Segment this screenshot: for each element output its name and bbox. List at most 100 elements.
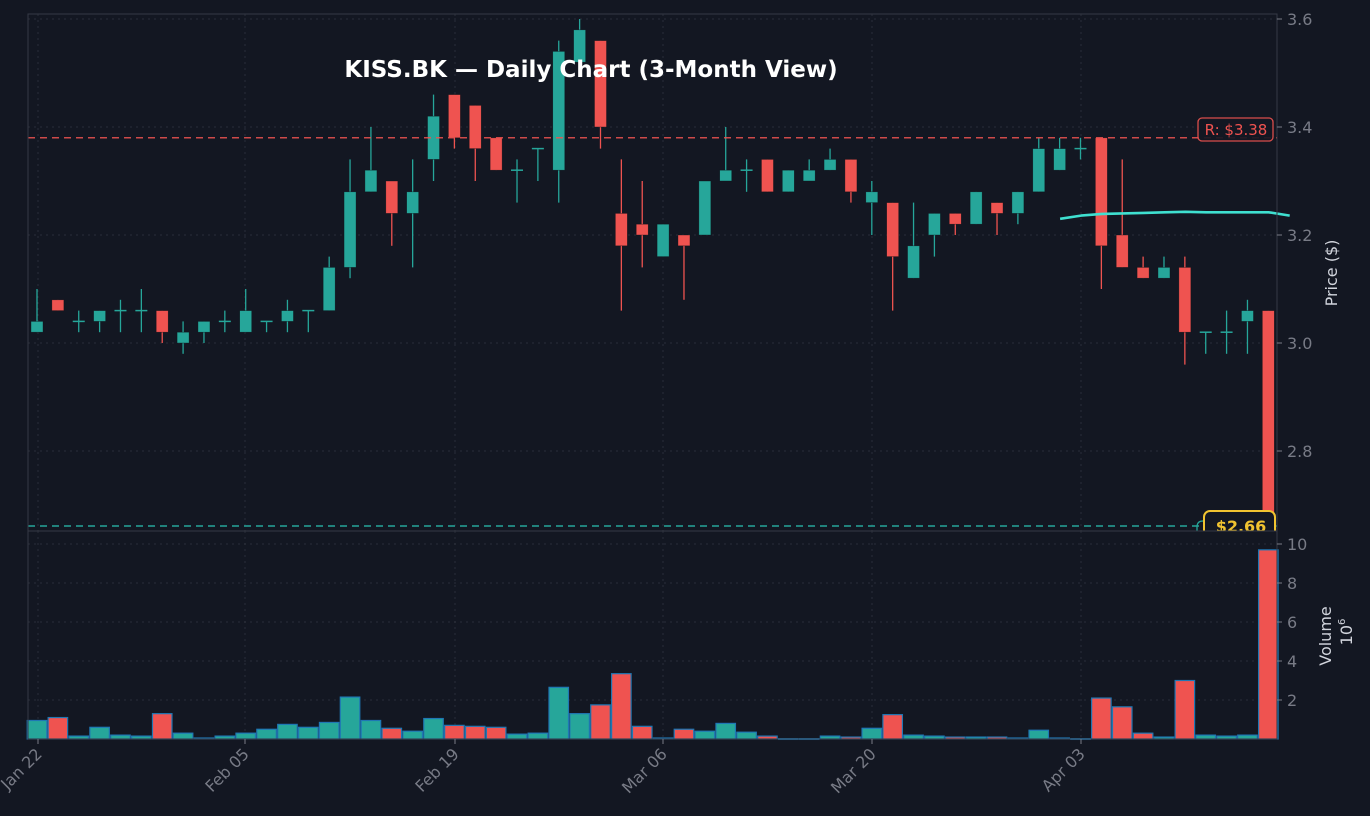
candle — [197, 321, 211, 343]
volume-bar — [611, 673, 632, 740]
candle — [802, 159, 816, 182]
current-price-box — [1203, 510, 1276, 531]
volume-bar — [736, 731, 757, 740]
volume-bar — [506, 733, 528, 740]
volume-bar — [1257, 549, 1279, 740]
candle — [72, 310, 85, 333]
resistance-label: R: $3.38 — [1197, 117, 1274, 142]
volume-multiplier: 106 — [1337, 619, 1356, 646]
volume-multiplier-base: 10 — [1337, 625, 1356, 645]
volume-bar — [485, 726, 507, 740]
candle — [302, 309, 315, 333]
candle-body — [990, 202, 1004, 214]
svg-text:106: 106 — [1337, 619, 1356, 646]
volume-bar — [339, 696, 361, 740]
candle-body — [385, 180, 399, 214]
candle — [761, 159, 774, 193]
volume-bar — [402, 730, 424, 740]
candle — [322, 256, 336, 311]
volume-bar — [1091, 697, 1112, 740]
candle — [531, 147, 544, 181]
candle — [1262, 310, 1275, 527]
resistance-label-box — [1197, 117, 1274, 142]
volume-bar — [715, 722, 737, 740]
volume-bar — [423, 717, 444, 740]
volume-bar — [569, 713, 590, 740]
candle — [552, 40, 566, 203]
current-price-connector — [1196, 520, 1204, 531]
volume-multiplier-exp: 6 — [1337, 619, 1348, 625]
candle-body — [1157, 267, 1171, 279]
price-tick-label: 2.8 — [1287, 442, 1312, 461]
volume-bar — [861, 727, 883, 740]
candle — [155, 310, 169, 343]
candle — [844, 159, 858, 203]
candle-body — [782, 169, 795, 193]
volume-panel — [26, 549, 1279, 741]
candle — [385, 180, 399, 246]
candle — [969, 191, 983, 225]
volume-bar — [26, 719, 48, 740]
volume-bar — [1028, 729, 1050, 740]
volume-bar — [110, 734, 131, 740]
volume-bar — [172, 732, 194, 740]
candle-body — [489, 137, 503, 171]
volume-bar — [1132, 732, 1154, 740]
volume-bar — [318, 721, 340, 740]
candle — [740, 159, 753, 192]
candle — [343, 159, 357, 279]
candle — [30, 289, 44, 333]
volume-bar — [548, 686, 570, 740]
candle-body — [802, 169, 816, 182]
candle-body — [948, 213, 962, 225]
candle — [114, 299, 127, 333]
candle-body — [281, 310, 294, 322]
candle-body — [155, 310, 169, 333]
candle-body — [886, 202, 899, 257]
volume-bar — [1111, 706, 1133, 740]
volume-axis-label: Volume — [1316, 606, 1335, 666]
candle-body — [1136, 267, 1150, 279]
price-tick-label: 3.0 — [1287, 334, 1312, 353]
volume-tick-label: 6 — [1287, 613, 1297, 632]
overlays: R: $3.38 $2.66 — [28, 117, 1290, 531]
candle — [573, 19, 586, 73]
volume-bar — [297, 726, 319, 740]
candle-body — [343, 191, 357, 268]
current-price-label: $2.66 — [1196, 510, 1276, 531]
candle-body — [907, 245, 920, 279]
candle — [782, 169, 795, 193]
candle — [93, 310, 106, 333]
moving-average-line — [1059, 210, 1290, 221]
candle — [1157, 256, 1171, 279]
candle — [218, 310, 231, 333]
candle-body — [719, 169, 733, 182]
candle-body — [698, 180, 712, 236]
candle — [281, 299, 294, 333]
volume-bar — [903, 734, 924, 740]
candle-body — [823, 159, 837, 171]
grid-lines — [28, 14, 1277, 739]
price-axis-title: Price ($) — [1322, 240, 1341, 307]
candle-body — [865, 191, 879, 203]
candle — [1178, 256, 1192, 365]
candle — [990, 202, 1004, 235]
candle — [511, 159, 524, 203]
candle-body — [1262, 310, 1275, 527]
volume-bar — [151, 713, 173, 740]
candle — [948, 213, 962, 235]
chart-title: KISS.BK — Daily Chart (3-Month View) — [344, 57, 837, 83]
candle-body — [594, 40, 607, 128]
candle — [615, 159, 628, 311]
volume-tick-label: 10 — [1287, 535, 1307, 554]
candle-body — [928, 213, 941, 236]
candle-body — [1178, 267, 1192, 333]
candle — [677, 234, 691, 300]
resistance-label-text: R: $3.38 — [1205, 121, 1268, 139]
candle-body — [615, 213, 628, 247]
candle-body — [176, 331, 190, 344]
candle-body — [1032, 148, 1046, 193]
volume-bar — [1195, 734, 1217, 740]
volume-tick-label: 2 — [1287, 691, 1297, 710]
